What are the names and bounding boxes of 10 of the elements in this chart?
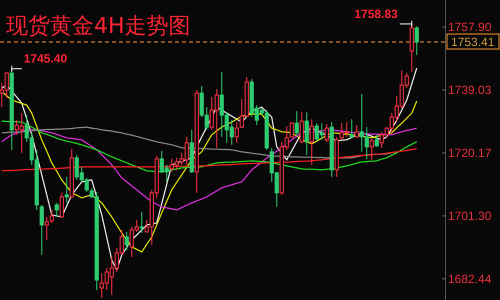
y-tick-label: 1701.30 [448, 208, 492, 223]
ref-line-label: 1753.41 [451, 35, 495, 50]
y-tick-label: 1720.17 [448, 146, 492, 160]
annotation: 1745.40 [11, 52, 68, 72]
annotation: 1745.40 [24, 52, 68, 66]
annotation: 1758.83 [354, 6, 412, 28]
y-tick-label: 1739.03 [448, 83, 492, 97]
y-tick-label: 1757.90 [448, 20, 492, 34]
annotation: 1758.83 [354, 6, 398, 21]
y-tick-label: 1682.44 [448, 272, 492, 286]
